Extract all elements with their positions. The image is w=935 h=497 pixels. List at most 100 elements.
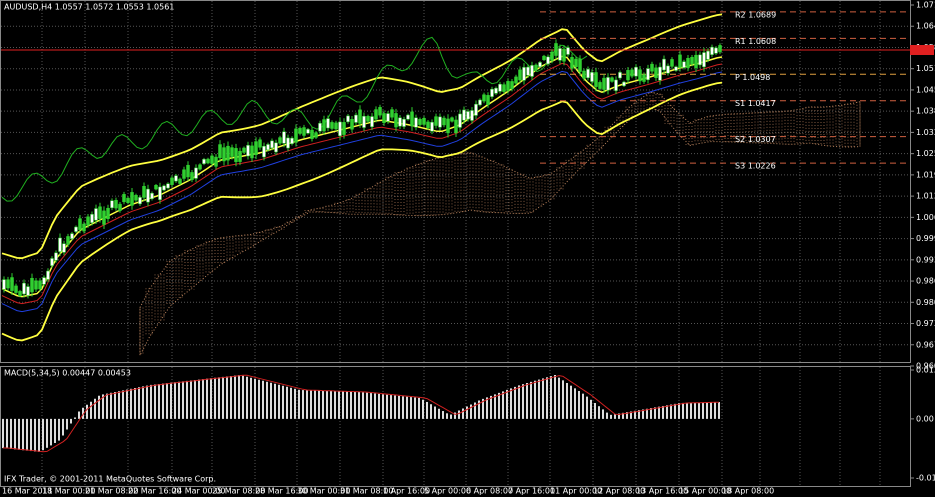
candle-body [170, 177, 174, 185]
macd-bar [50, 418, 52, 446]
macd-bar [54, 418, 56, 443]
macd-bar [170, 382, 172, 419]
candle-body [174, 175, 178, 182]
date-label: 21 Mar 08:00 [85, 487, 138, 496]
macd-bar [550, 376, 552, 419]
pivot-label: P 1.0498 [735, 73, 770, 82]
candle-body [478, 99, 482, 106]
macd-bar [2, 418, 4, 449]
candle-body [218, 144, 222, 159]
candle-body [662, 58, 666, 71]
candle-body [590, 72, 594, 82]
macd-bar [514, 386, 516, 419]
candle-body [42, 277, 46, 285]
macd-bar [366, 392, 368, 419]
date-label: 5 Apr 00:00 [424, 487, 471, 496]
macd-bar [538, 379, 540, 419]
candle-body [2, 279, 6, 290]
candle-body [234, 148, 238, 163]
candle-body [534, 64, 538, 70]
candle-body [678, 54, 682, 68]
candle-body [646, 68, 650, 81]
macd-bar [218, 377, 220, 419]
candle-body [198, 164, 202, 170]
candle-body [554, 43, 558, 56]
candle-body [374, 109, 378, 120]
candle-body [690, 56, 694, 65]
ichimoku-cloud [139, 91, 861, 356]
macd-bar [338, 391, 340, 419]
macd-bar [306, 390, 308, 419]
candle-body [90, 214, 94, 223]
macd-bar [146, 385, 148, 419]
candle-body [322, 119, 326, 132]
candle-body [566, 47, 570, 55]
candle-body [106, 207, 110, 219]
candle-body [194, 167, 198, 179]
candle-body [82, 223, 86, 232]
candle-body [370, 116, 374, 127]
candle-body [26, 286, 30, 296]
macd-bar [674, 403, 676, 419]
macd-bar [430, 404, 432, 419]
candle-body [130, 192, 134, 206]
price-label: 1.0385 [916, 107, 935, 116]
price-label: 1.0450 [916, 85, 935, 94]
bid-marker [910, 45, 934, 55]
price-label: 0.9735 [916, 319, 935, 328]
macd-bar [478, 400, 480, 419]
macd-bar [458, 410, 460, 419]
macd-bar [630, 411, 632, 419]
macd-bar [310, 390, 312, 419]
macd-bar [346, 391, 348, 419]
candle-body [426, 121, 430, 129]
macd-bar [658, 406, 660, 419]
candle-body [638, 69, 642, 82]
candle-body [142, 186, 146, 198]
candle-body [346, 115, 350, 123]
candle-body [114, 199, 118, 209]
bollinger-lower [1, 81, 723, 342]
candle-body [386, 113, 390, 122]
candle-body [458, 113, 462, 128]
macd-bar [534, 380, 536, 419]
candle-body [434, 116, 438, 126]
candle-body [546, 56, 550, 65]
macd-bar [334, 391, 336, 419]
candle-body [702, 52, 706, 68]
macd-bar [406, 396, 408, 419]
candle-body [214, 156, 218, 167]
candle-body [270, 140, 274, 149]
candle-body [46, 270, 50, 280]
candle-body [262, 145, 266, 158]
candle-body [586, 69, 590, 78]
candle-body [598, 82, 602, 89]
candle-body [446, 118, 450, 134]
macd-bar [682, 402, 684, 419]
macd-bar [422, 399, 424, 419]
price-label: 1.0060 [916, 213, 935, 222]
candle-body [602, 77, 606, 90]
price-label: 0.9800 [916, 298, 935, 307]
macd-bar [326, 390, 328, 419]
macd-bar [522, 384, 524, 419]
candle-body [494, 87, 498, 94]
macd-bar [254, 378, 256, 419]
macd-bar [714, 402, 716, 419]
candle-body [178, 178, 182, 184]
macd-bar [286, 386, 288, 419]
macd-bar [246, 376, 248, 419]
macd-bar [462, 408, 464, 419]
candle-body [518, 69, 522, 81]
macd-bar [578, 391, 580, 419]
macd-bar [378, 393, 380, 419]
candle-body [62, 243, 66, 253]
macd-bar [438, 408, 440, 419]
macd-bar [610, 414, 612, 419]
macd-bar [230, 376, 232, 419]
macd-bar [294, 388, 296, 419]
macd-bar [382, 394, 384, 419]
candle-body [674, 66, 678, 71]
macd-bar [314, 390, 316, 419]
macd-bar [626, 412, 628, 419]
